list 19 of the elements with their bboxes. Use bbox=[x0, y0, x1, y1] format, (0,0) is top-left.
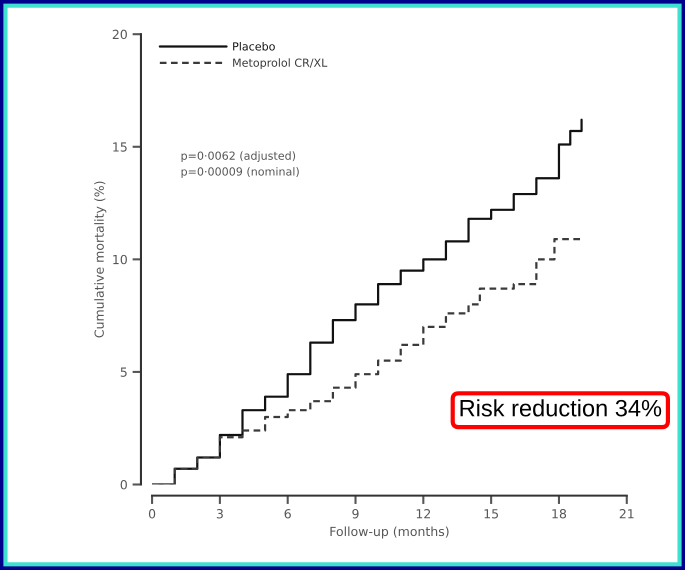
text: Placebo bbox=[233, 42, 275, 51]
x-tick-label: 21 bbox=[620, 509, 634, 518]
x-axis-title: Follow-up (months) bbox=[330, 526, 449, 539]
x-tick-label: 0 bbox=[148, 509, 156, 518]
y-tick-label: 15 bbox=[113, 142, 127, 152]
y-tick-label: 20 bbox=[112, 30, 127, 40]
x-tick-label: 18 bbox=[552, 509, 566, 518]
y-tick-label: 10 bbox=[113, 254, 127, 264]
x-tick-label: 12 bbox=[416, 509, 430, 518]
annotation: Risk reduction 34% bbox=[460, 399, 662, 417]
x-tick-label: 6 bbox=[284, 509, 291, 518]
x-tick-label: 3 bbox=[216, 509, 223, 518]
annotation: p=0·0062 (adjusted) p=0·00009 (nominal) bbox=[182, 151, 299, 178]
x-tick-label: 15 bbox=[484, 509, 498, 518]
y-tick-label: 0 bbox=[120, 480, 127, 490]
y-tick-label: 5 bbox=[120, 368, 127, 377]
y-axis-title: Cumulative mortality (%) bbox=[94, 182, 106, 338]
text: Metoprolol CR/XL bbox=[233, 58, 328, 70]
x-tick-label: 9 bbox=[352, 509, 359, 518]
